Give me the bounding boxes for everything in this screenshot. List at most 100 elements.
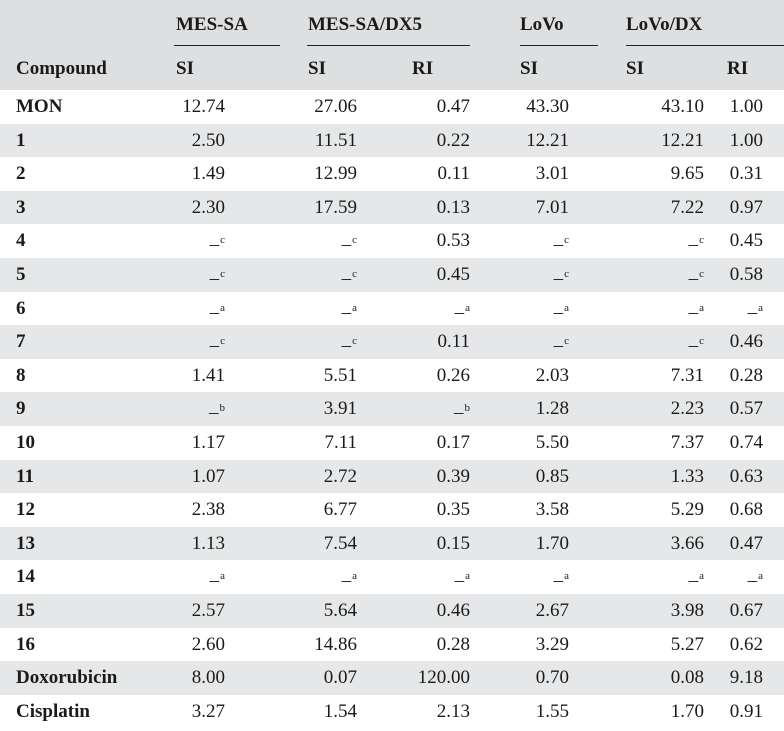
value-cell-mes-sa-dx5-si: 7.54 [323, 532, 357, 554]
compound-cell: 3 [16, 196, 26, 218]
value-cell-lovo-dx-ri: 0.74 [729, 432, 763, 453]
footnote-marker: b [219, 402, 226, 415]
value-cell-mes-sa-dx5-ri: –a [454, 570, 470, 592]
value-cell-mes-sa-si: –c [209, 268, 225, 289]
value-cell-mes-sa-dx5-ri: –b [454, 402, 471, 424]
compound-cell: 13 [16, 532, 35, 554]
value-cell-mes-sa-dx5-si: 5.64 [323, 600, 357, 621]
value-cell-lovo-dx-ri: –a [747, 570, 763, 592]
value-cell-lovo-dx-si: 1.70 [670, 700, 704, 722]
footnote-marker: c [220, 335, 225, 348]
table-row: 4 –c –c 0.53 –c –c 0.45 [0, 224, 784, 258]
value-cell-lovo-si: 43.30 [526, 96, 569, 117]
table-row: 8 1.41 5.51 0.26 2.03 7.31 0.28 [0, 359, 784, 393]
table-row: 5 –c –c 0.45 –c –c 0.58 [0, 258, 784, 292]
value-cell-lovo-si: 3.58 [535, 499, 569, 521]
compound-cell: MON [16, 96, 63, 117]
value-cell-mes-sa-dx5-si: –c [341, 234, 357, 256]
value-cell-lovo-dx-ri: 0.63 [729, 465, 763, 487]
value-cell-lovo-dx-ri: 0.57 [729, 398, 763, 420]
value-cell-lovo-dx-ri: 1.00 [729, 129, 763, 151]
value-cell-lovo-si: 1.55 [535, 700, 569, 722]
table-row: 13 1.13 7.54 0.15 1.70 3.66 0.47 [0, 526, 784, 561]
compound-cell: 1 [16, 129, 26, 151]
compound-cell: 12 [16, 499, 35, 521]
value-cell-mes-sa-dx5-ri: 0.11 [437, 163, 470, 185]
value-cell-mes-sa-dx5-si: 3.91 [323, 398, 357, 420]
value-cell-mes-sa-dx5-si: 12.99 [314, 163, 357, 185]
value-cell-mes-sa-si: –c [209, 234, 225, 256]
value-cell-lovo-dx-ri: 0.31 [729, 163, 763, 185]
value-cell-mes-sa-dx5-ri: 0.39 [436, 465, 470, 487]
value-cell-lovo-dx-ri: 0.68 [729, 499, 763, 521]
footnote-marker: c [564, 234, 569, 247]
table-row: 7 –c –c 0.11 –c –c 0.46 [0, 325, 784, 359]
value-cell-lovo-dx-si: 7.37 [670, 432, 704, 453]
value-cell-lovo-dx-si: –c [688, 335, 704, 357]
value-cell-mes-sa-si: 3.27 [191, 700, 225, 722]
footnote-marker: a [564, 570, 569, 583]
value-cell-lovo-si: 1.70 [535, 532, 569, 554]
value-cell-lovo-dx-si: 43.10 [661, 96, 704, 117]
value-cell-lovo-si: –a [553, 570, 569, 592]
group-rule-lovo-dx [626, 45, 784, 46]
value-cell-mes-sa-dx5-si: –a [341, 570, 357, 592]
value-cell-mes-sa-dx5-ri: 0.35 [436, 499, 470, 521]
value-cell-lovo-si: 0.85 [535, 465, 569, 487]
value-cell-mes-sa-dx5-si: 17.59 [314, 196, 357, 218]
footnote-marker: b [464, 402, 471, 415]
value-cell-lovo-dx-ri: 9.18 [729, 667, 763, 689]
group-header-mes-sa-dx5: MES-SA/DX5 [308, 14, 423, 35]
value-cell-mes-sa-dx5-ri: 0.47 [436, 96, 470, 117]
footnote-marker: a [352, 570, 357, 583]
footnote-marker: c [352, 234, 357, 247]
value-cell-lovo-si: 3.01 [535, 163, 569, 185]
value-cell-lovo-si: –c [553, 335, 569, 357]
table-header: MES-SA MES-SA/DX5 LoVo LoVo/DX Compound … [0, 0, 784, 90]
value-cell-mes-sa-dx5-ri: 0.46 [436, 600, 470, 621]
subheader-mes-sa-dx5-si: SI [308, 58, 326, 79]
value-cell-mes-sa-dx5-ri: 0.45 [436, 264, 470, 285]
compound-cell: Cisplatin [16, 700, 90, 722]
table-row: 16 2.60 14.86 0.28 3.29 5.27 0.62 [0, 628, 784, 662]
value-cell-mes-sa-dx5-si: 6.77 [323, 499, 357, 521]
footnote-marker: a [699, 301, 704, 314]
value-cell-lovo-dx-ri: 0.28 [729, 364, 763, 386]
value-cell-lovo-dx-si: 7.31 [670, 364, 704, 386]
table-row: 2 1.49 12.99 0.11 3.01 9.65 0.31 [0, 157, 784, 191]
value-cell-mes-sa-dx5-ri: 0.26 [436, 364, 470, 386]
value-cell-lovo-dx-ri: –a [747, 301, 763, 323]
group-rule-mes-sa-dx5 [307, 45, 470, 46]
value-cell-mes-sa-si: –c [209, 335, 225, 357]
value-cell-lovo-dx-ri: 0.67 [729, 600, 763, 621]
value-cell-lovo-dx-si: 5.27 [670, 633, 704, 655]
group-rule-mes-sa [174, 45, 280, 46]
value-cell-lovo-dx-si: 0.08 [670, 667, 704, 689]
value-cell-mes-sa-si: 1.13 [191, 532, 225, 554]
value-cell-mes-sa-dx5-si: 11.51 [314, 129, 357, 151]
table-row: 14 –a –a –a –a –a –a [0, 560, 784, 594]
footnote-marker: a [758, 301, 763, 314]
value-cell-lovo-dx-si: 2.23 [670, 398, 704, 420]
value-cell-lovo-dx-ri: 0.45 [729, 230, 763, 252]
value-cell-mes-sa-si: –a [209, 301, 225, 323]
value-cell-lovo-si: 5.50 [535, 432, 569, 453]
compound-cell: 8 [16, 364, 26, 386]
compound-cell: Doxorubicin [16, 667, 118, 689]
value-cell-mes-sa-si: –b [209, 402, 226, 424]
value-cell-mes-sa-dx5-ri: 0.13 [436, 196, 470, 218]
footnote-marker: a [758, 570, 763, 583]
value-cell-mes-sa-dx5-si: 7.11 [324, 432, 357, 453]
value-cell-mes-sa-dx5-ri: 0.22 [436, 129, 470, 151]
value-cell-lovo-si: 2.03 [535, 364, 569, 386]
value-cell-mes-sa-dx5-ri: 120.00 [417, 667, 470, 689]
footnote-marker: c [352, 335, 357, 348]
group-header-mes-sa: MES-SA [176, 14, 248, 35]
value-cell-lovo-si: 7.01 [535, 196, 569, 218]
subheader-lovo-dx-ri: RI [727, 58, 749, 79]
value-cell-mes-sa-dx5-ri: 0.17 [436, 432, 470, 453]
value-cell-mes-sa-dx5-ri: 0.11 [437, 331, 470, 353]
value-cell-mes-sa-dx5-si: 27.06 [314, 96, 357, 117]
subheader-mes-sa-dx5-ri: RI [412, 58, 434, 79]
